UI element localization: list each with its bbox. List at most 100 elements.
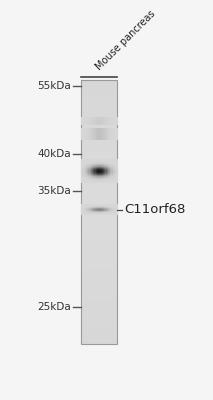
Bar xyxy=(106,209,108,210)
Bar xyxy=(85,212,86,213)
Bar xyxy=(94,170,96,171)
Bar xyxy=(110,207,112,208)
Bar xyxy=(116,164,118,166)
Bar xyxy=(116,211,118,212)
Bar xyxy=(87,212,89,213)
Bar xyxy=(106,210,108,211)
Bar xyxy=(110,211,112,212)
Bar xyxy=(81,208,82,209)
Bar xyxy=(115,206,116,207)
Bar xyxy=(102,168,103,170)
Bar xyxy=(85,173,86,174)
Bar xyxy=(113,176,114,177)
Bar xyxy=(109,210,110,211)
Bar xyxy=(91,212,92,213)
Bar xyxy=(113,175,114,176)
Bar xyxy=(81,212,82,213)
Bar xyxy=(92,209,93,210)
Bar xyxy=(81,120,117,124)
Bar xyxy=(85,128,87,140)
Bar xyxy=(92,168,93,169)
Bar xyxy=(86,212,87,213)
Bar xyxy=(103,161,104,162)
Bar xyxy=(88,167,90,168)
Bar xyxy=(94,174,96,175)
Bar xyxy=(106,166,108,167)
Bar xyxy=(114,212,115,213)
Bar xyxy=(116,181,118,182)
Bar xyxy=(81,172,117,177)
Bar xyxy=(110,205,112,206)
Bar xyxy=(104,164,105,165)
Bar xyxy=(101,159,102,160)
Bar xyxy=(103,166,104,167)
Bar xyxy=(83,182,85,183)
Bar xyxy=(91,205,92,206)
Bar xyxy=(87,181,89,182)
Bar xyxy=(103,211,104,212)
Bar xyxy=(111,179,113,180)
Bar xyxy=(87,175,89,176)
Bar xyxy=(93,177,95,178)
Bar xyxy=(116,205,118,206)
Bar xyxy=(106,212,108,213)
Bar xyxy=(116,214,118,215)
Bar xyxy=(114,179,115,180)
Bar xyxy=(91,209,92,210)
Bar xyxy=(110,208,112,209)
Bar xyxy=(96,167,97,168)
Bar xyxy=(106,205,108,206)
Bar xyxy=(96,209,97,210)
Bar xyxy=(101,160,102,161)
Bar xyxy=(87,181,89,182)
Bar xyxy=(81,173,82,174)
Bar xyxy=(94,180,96,181)
Bar xyxy=(85,117,87,125)
Bar xyxy=(105,167,107,168)
Bar xyxy=(109,174,110,175)
Bar xyxy=(101,212,102,213)
Bar xyxy=(105,211,107,212)
Bar xyxy=(93,163,95,164)
Bar xyxy=(102,177,103,178)
Bar xyxy=(110,170,112,171)
Bar xyxy=(82,207,84,208)
Bar xyxy=(116,160,118,161)
Bar xyxy=(94,163,96,164)
Bar xyxy=(109,207,110,208)
Bar xyxy=(88,161,90,162)
Bar xyxy=(115,164,116,165)
Bar xyxy=(109,170,110,171)
Bar xyxy=(111,207,113,208)
Bar xyxy=(93,211,95,212)
Bar xyxy=(115,167,116,168)
Bar xyxy=(94,213,96,214)
Bar xyxy=(87,168,89,170)
Bar xyxy=(88,209,90,210)
Bar xyxy=(101,164,102,166)
Bar xyxy=(105,175,107,176)
Bar xyxy=(91,208,92,209)
Bar xyxy=(88,165,90,166)
Bar xyxy=(92,173,93,174)
Bar xyxy=(114,177,115,178)
Bar xyxy=(108,209,109,210)
Bar xyxy=(102,165,103,166)
Bar xyxy=(88,213,90,214)
Bar xyxy=(82,171,84,172)
Bar xyxy=(81,164,82,166)
Bar xyxy=(82,167,84,168)
Bar xyxy=(81,174,82,175)
Bar xyxy=(96,166,97,167)
Bar xyxy=(102,160,103,161)
Bar xyxy=(97,167,98,168)
Bar xyxy=(82,168,84,169)
Bar xyxy=(99,177,101,178)
Bar xyxy=(116,182,118,183)
Bar xyxy=(90,211,91,212)
Bar xyxy=(96,205,97,206)
Bar xyxy=(86,214,87,215)
Bar xyxy=(105,173,107,174)
Bar xyxy=(96,172,97,173)
Bar xyxy=(102,169,103,170)
